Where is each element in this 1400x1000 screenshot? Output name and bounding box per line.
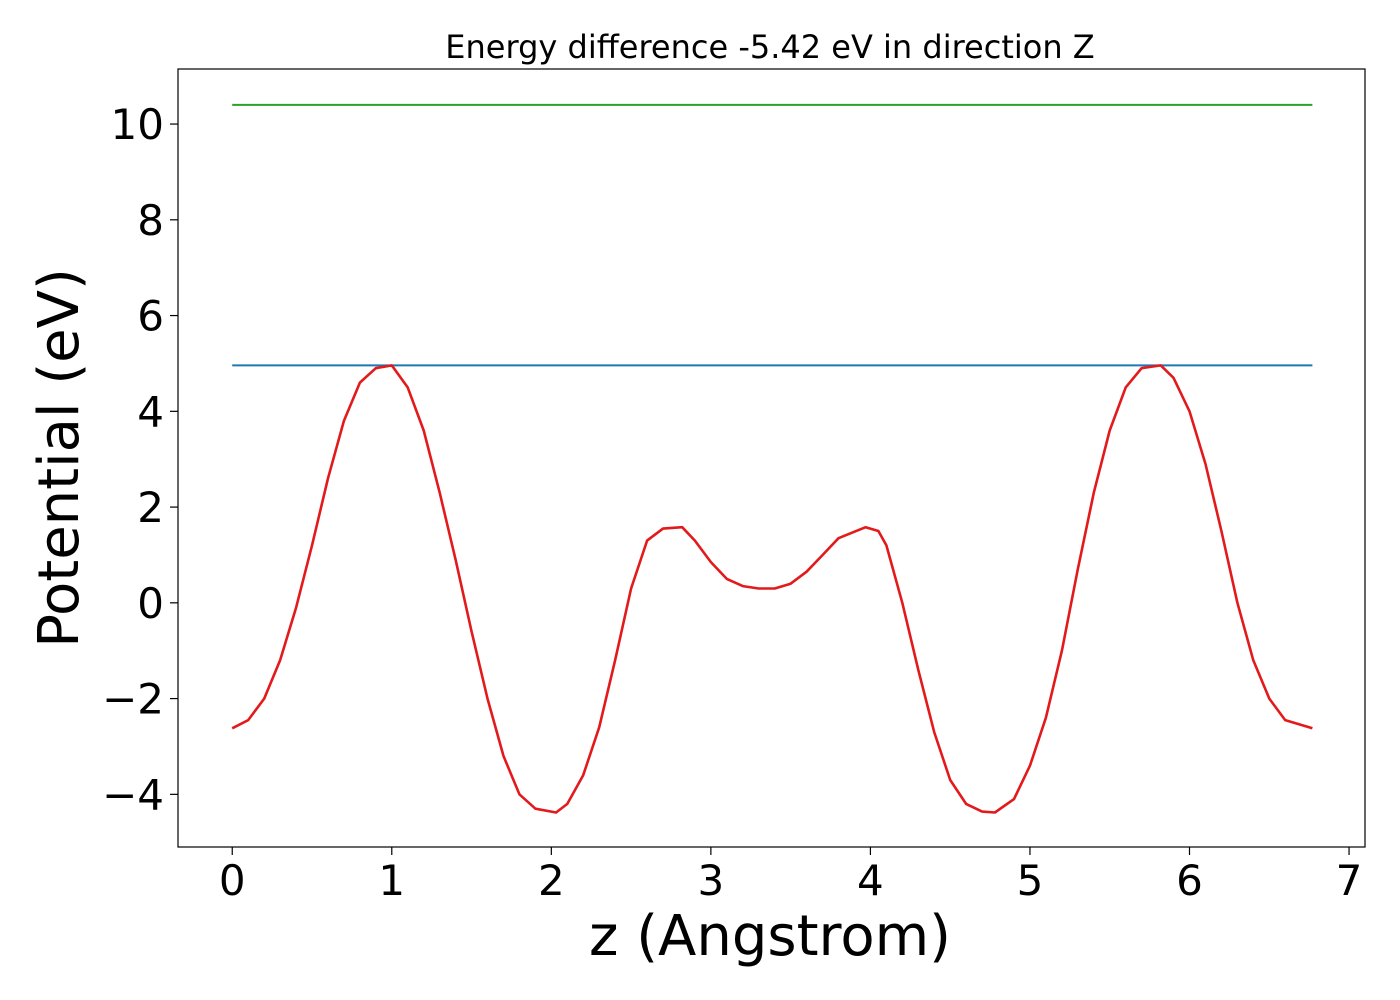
x-tick-label: 7 bbox=[1336, 856, 1363, 905]
x-tick-label: 5 bbox=[1017, 856, 1044, 905]
y-tick-label: 10 bbox=[111, 100, 164, 149]
y-tick-label: −4 bbox=[102, 770, 164, 819]
y-tick-label: 6 bbox=[137, 292, 164, 341]
y-tick-label: 8 bbox=[137, 196, 164, 245]
y-axis-label: Potential (eV) bbox=[27, 268, 92, 648]
x-tick-label: 3 bbox=[698, 856, 725, 905]
y-tick-label: 4 bbox=[137, 387, 164, 436]
y-tick-label: 2 bbox=[137, 483, 164, 532]
x-axis-ticks: 0 1 2 3 4 5 6 7 bbox=[219, 847, 1363, 905]
x-tick-label: 2 bbox=[538, 856, 565, 905]
series-layer bbox=[231, 103, 1313, 814]
potential-curve bbox=[231, 364, 1313, 814]
chart-title: Energy difference -5.42 eV in direction … bbox=[445, 28, 1094, 66]
x-tick-label: 6 bbox=[1176, 856, 1203, 905]
x-axis-label: z (Angstrom) bbox=[589, 904, 951, 969]
x-tick-label: 0 bbox=[219, 856, 246, 905]
x-tick-label: 1 bbox=[378, 856, 405, 905]
x-tick-label: 4 bbox=[857, 856, 884, 905]
y-axis-ticks: −4 −2 0 2 4 6 8 10 bbox=[102, 100, 178, 819]
y-tick-label: 0 bbox=[137, 579, 164, 628]
plot-frame bbox=[177, 68, 1366, 848]
y-tick-label: −2 bbox=[102, 675, 164, 724]
